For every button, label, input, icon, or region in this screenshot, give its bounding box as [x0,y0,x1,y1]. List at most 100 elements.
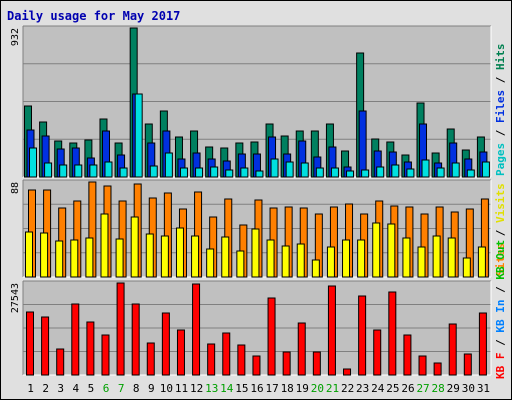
legend-separator: / [494,280,507,300]
pages-bar [346,170,355,178]
day-label: 30 [462,382,475,395]
day-label: 23 [356,382,369,395]
visits-bar [447,237,456,278]
day-label: 19 [296,382,309,395]
kbytes-bar [312,351,321,376]
day-label: 27 [416,382,429,395]
kbytes-bar [161,312,170,376]
legend-separator: / [494,123,507,143]
pages-bar [44,162,53,178]
day-label: 26 [401,382,414,395]
visits-bar [251,228,260,278]
pages-bar [270,158,279,178]
legend-separator: / [494,70,507,90]
pages-bar [361,169,370,178]
pages-bar [406,168,415,178]
visits-bar [70,239,79,278]
visits-bar [175,227,184,278]
kbytes-bar [26,311,34,376]
pages-bar [179,167,188,178]
visits-bar [417,246,426,278]
pages-bar [149,165,158,178]
pages-bar [240,167,249,178]
visits-bar [372,222,381,278]
kbytes-bar [403,334,412,376]
kbytes-bar [433,362,442,376]
day-label: 24 [371,382,385,395]
visits-bar [462,257,471,278]
pages-bar [89,164,98,178]
kbytes-bar [252,355,261,376]
visits-bar [236,250,245,278]
visits-bar [145,233,154,278]
day-label: 28 [432,382,445,395]
pages-bar [195,167,204,178]
legend-separator: / [494,223,507,243]
visits-bar [40,232,49,278]
day-label: 2 [42,382,49,395]
pages-bar [29,147,37,178]
pages-bar [436,167,445,178]
pages-bar [104,161,113,178]
visits-bar [160,235,169,278]
pages-bar [225,169,234,178]
y-max-label: 932 [10,28,21,46]
pages-bar [421,159,430,178]
pages-bar [466,169,475,178]
day-label: 9 [148,382,155,395]
day-label: 7 [118,382,125,395]
kbytes-bar [373,329,382,376]
legend-entry: KB Out [494,240,507,280]
legend-visits-sites: Sites / Visits [494,183,507,276]
kbytes-bar [388,291,397,376]
visits-bar [477,246,486,278]
day-label: 20 [311,382,324,395]
legend-entry: Sites [494,243,507,276]
kbytes-bar [237,344,246,376]
kbytes-bar [297,322,306,376]
legend-kbytes: KB F / KB In / KB Out [494,240,507,379]
kbytes-bar [207,343,216,376]
visits-bar [281,245,290,278]
day-label: 17 [265,382,278,395]
pages-bar [451,162,460,178]
day-label: 21 [326,382,339,395]
day-label: 14 [220,382,234,395]
kbytes-bar [131,303,140,376]
legend-entry: Hits [494,44,507,71]
y-max-label: 88 [10,182,21,194]
day-label: 25 [386,382,399,395]
y-max-label: 27543 [10,283,21,313]
visits-bar [130,216,139,278]
day-label: 8 [133,382,140,395]
day-label: 3 [57,382,64,395]
visits-bar [311,259,320,278]
kbytes-bar [463,353,472,376]
day-label: 22 [341,382,354,395]
day-label: 18 [281,382,294,395]
legend-entry: Pages [494,143,507,176]
day-label: 15 [235,382,248,395]
day-label: 29 [447,382,460,395]
kbytes-bar [222,332,231,376]
day-label: 12 [190,382,203,395]
visits-bar [432,235,441,278]
visits-bar [326,246,335,278]
pages-bar [210,166,219,178]
legend-entry: KB In [494,300,507,333]
legend-separator: / [494,333,507,353]
visits-bar [191,235,200,278]
pages-bar [391,164,400,178]
pages-bar [119,167,128,178]
pages-bar [255,170,264,178]
legend-entry: Visits [494,183,507,223]
visits-bar [342,239,351,278]
kbytes-bar [358,295,367,376]
visits-bar [296,243,305,278]
day-label: 4 [73,382,80,395]
day-label: 5 [88,382,95,395]
kbytes-bar [478,312,487,376]
pages-bar [134,93,143,178]
chart-title: Daily usage for May 2017 [7,9,181,23]
visits-bar [402,237,411,278]
